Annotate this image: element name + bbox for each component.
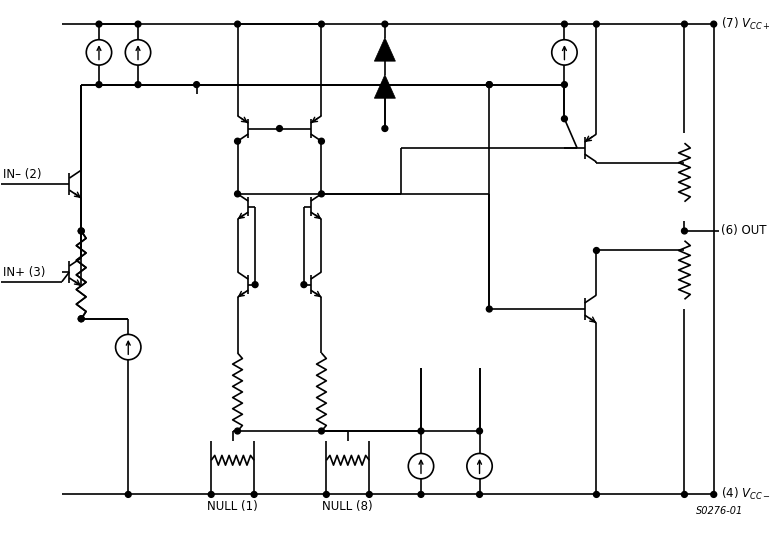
Circle shape	[251, 491, 257, 497]
Circle shape	[486, 82, 492, 87]
Circle shape	[318, 21, 324, 27]
Circle shape	[79, 316, 84, 322]
Circle shape	[382, 82, 387, 87]
Circle shape	[301, 282, 307, 288]
Circle shape	[594, 247, 599, 253]
Circle shape	[135, 21, 141, 27]
Circle shape	[252, 282, 258, 288]
Circle shape	[79, 228, 84, 234]
Text: (7) $V_{CC+}$: (7) $V_{CC+}$	[720, 16, 770, 32]
Text: S0276-01: S0276-01	[696, 506, 743, 516]
Circle shape	[486, 82, 492, 87]
Circle shape	[477, 491, 482, 497]
Circle shape	[562, 116, 567, 122]
Text: IN+ (3): IN+ (3)	[3, 266, 46, 279]
Circle shape	[276, 126, 282, 131]
Circle shape	[594, 21, 599, 27]
Circle shape	[235, 191, 240, 197]
Circle shape	[318, 138, 324, 144]
Circle shape	[682, 21, 688, 27]
Circle shape	[418, 491, 424, 497]
Circle shape	[418, 428, 424, 434]
Circle shape	[318, 191, 324, 197]
Text: (4) $V_{CC-}$: (4) $V_{CC-}$	[720, 487, 770, 503]
Circle shape	[125, 491, 131, 497]
Circle shape	[682, 491, 688, 497]
Circle shape	[711, 491, 717, 497]
Circle shape	[324, 491, 329, 497]
Text: (6) OUT: (6) OUT	[720, 225, 766, 238]
Polygon shape	[374, 38, 395, 61]
Polygon shape	[374, 75, 395, 98]
Circle shape	[96, 82, 102, 87]
Circle shape	[235, 138, 240, 144]
Circle shape	[96, 21, 102, 27]
Circle shape	[382, 82, 387, 87]
Text: NULL (8): NULL (8)	[323, 500, 373, 514]
Text: IN– (2): IN– (2)	[3, 168, 42, 181]
Circle shape	[711, 21, 717, 27]
Circle shape	[318, 428, 324, 434]
Circle shape	[594, 491, 599, 497]
Circle shape	[562, 21, 567, 27]
Text: NULL (1): NULL (1)	[207, 500, 258, 514]
Circle shape	[477, 428, 482, 434]
Circle shape	[235, 21, 240, 27]
Circle shape	[562, 82, 567, 87]
Circle shape	[235, 428, 240, 434]
Circle shape	[194, 82, 199, 87]
Circle shape	[682, 228, 688, 234]
Circle shape	[209, 491, 214, 497]
Circle shape	[79, 228, 84, 234]
Circle shape	[486, 306, 492, 312]
Circle shape	[366, 491, 372, 497]
Circle shape	[382, 126, 387, 131]
Circle shape	[135, 82, 141, 87]
Circle shape	[79, 316, 84, 322]
Circle shape	[382, 21, 387, 27]
